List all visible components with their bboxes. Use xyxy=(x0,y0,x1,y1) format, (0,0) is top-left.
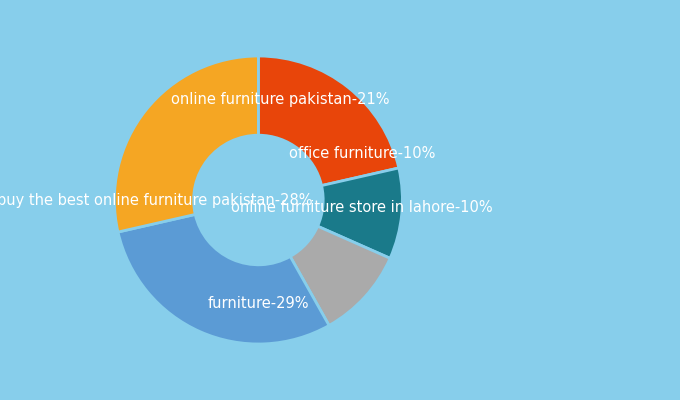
Wedge shape xyxy=(290,226,390,326)
Text: furniture-29%: furniture-29% xyxy=(207,296,309,311)
Text: buy the best online furniture pakistan-28%: buy the best online furniture pakistan-2… xyxy=(0,192,313,208)
Text: online furniture store in lahore-10%: online furniture store in lahore-10% xyxy=(231,200,493,215)
Wedge shape xyxy=(258,56,398,186)
Text: online furniture pakistan-21%: online furniture pakistan-21% xyxy=(171,92,389,107)
Wedge shape xyxy=(318,168,403,258)
Text: office furniture-10%: office furniture-10% xyxy=(289,146,435,162)
Wedge shape xyxy=(114,56,258,232)
Wedge shape xyxy=(118,214,329,344)
